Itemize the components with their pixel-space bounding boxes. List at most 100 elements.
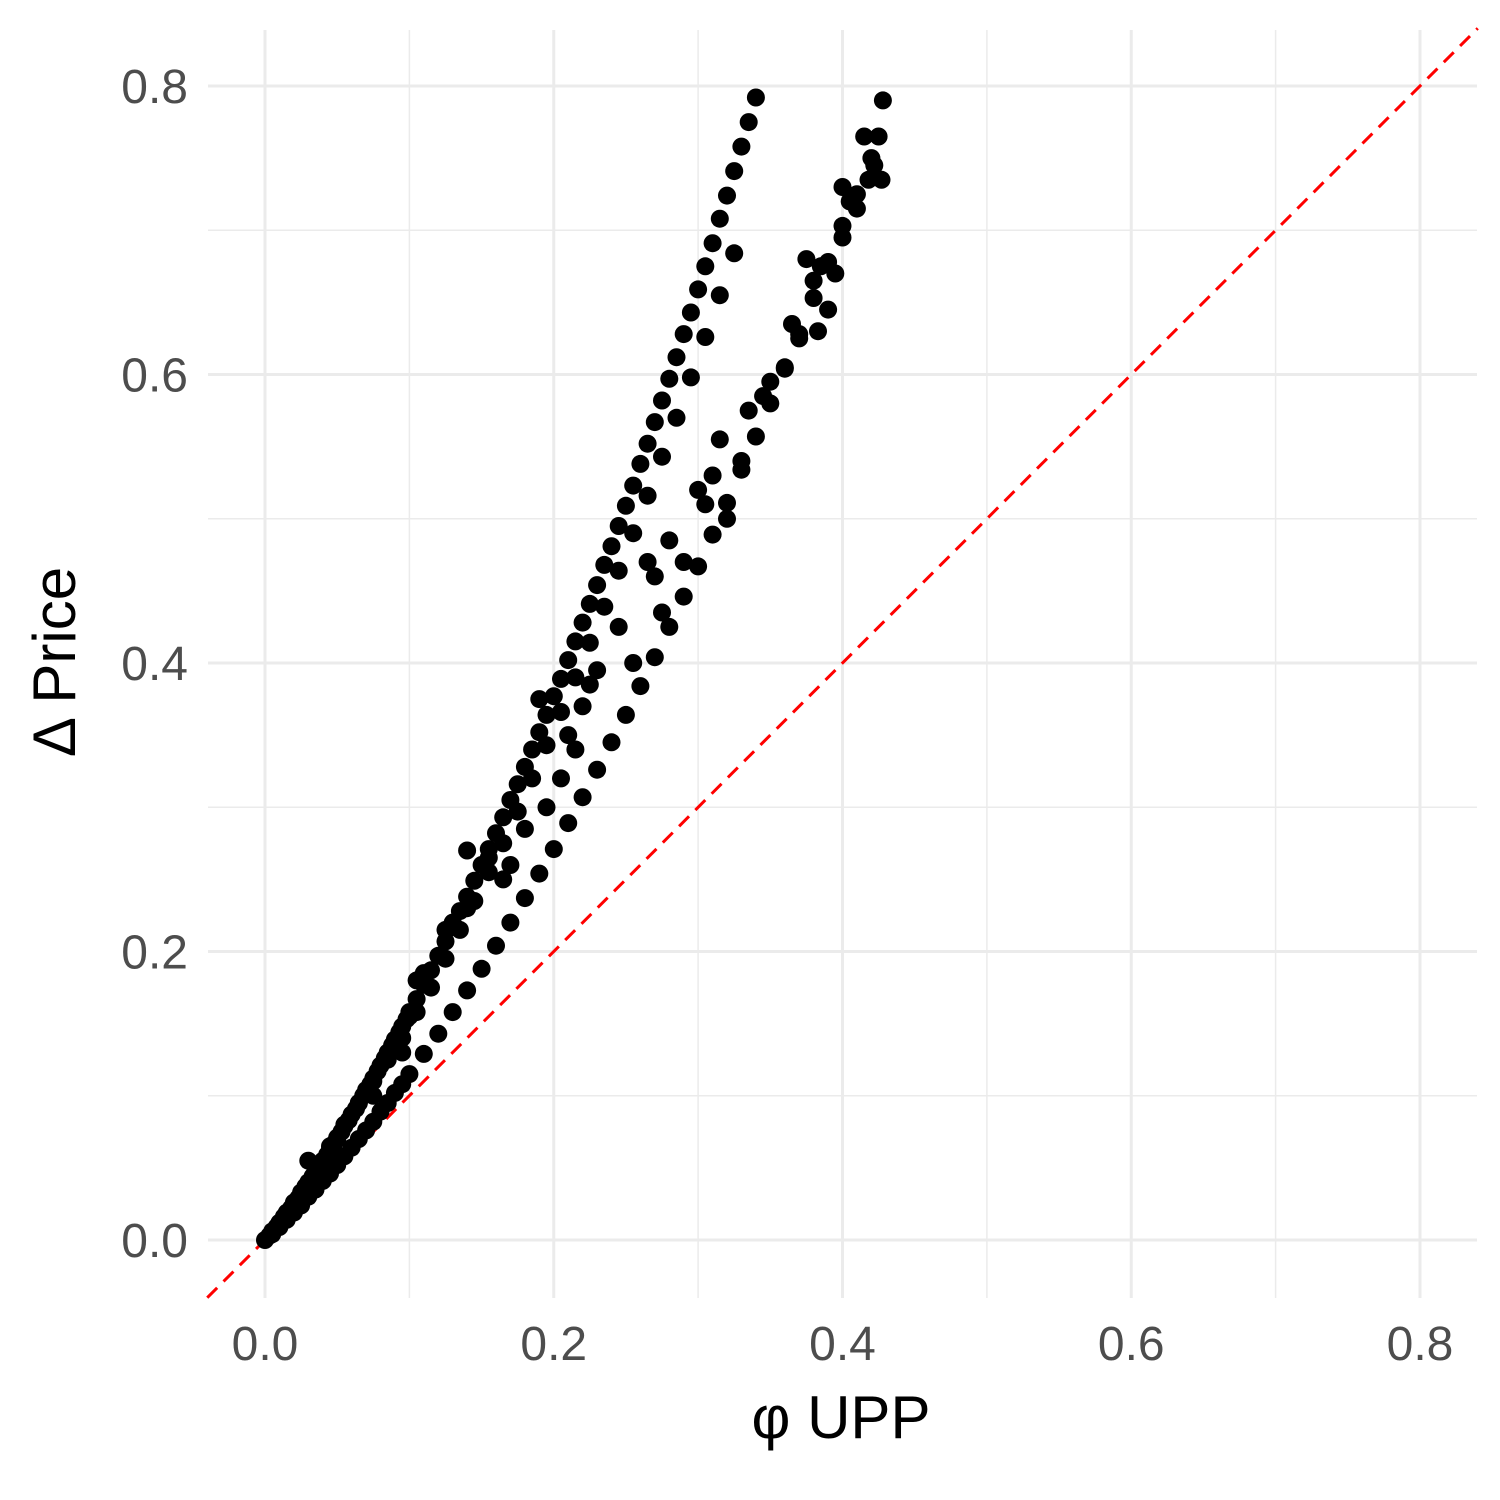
data-point <box>508 775 527 794</box>
data-point <box>667 408 686 427</box>
data-point <box>696 495 715 514</box>
y-tick-labels: 0.0 0.2 0.4 0.6 0.8 <box>121 61 188 1268</box>
data-point <box>407 990 426 1009</box>
data-point <box>544 687 563 706</box>
data-point <box>775 358 794 377</box>
data-point <box>494 808 513 827</box>
data-point <box>674 587 693 606</box>
data-point <box>631 454 650 473</box>
data-point <box>624 476 643 495</box>
data-point <box>689 280 708 299</box>
y-tick-label: 0.4 <box>121 638 188 691</box>
data-point <box>681 303 700 322</box>
data-point <box>443 913 462 932</box>
data-point <box>746 88 765 107</box>
data-point <box>638 434 657 453</box>
data-point <box>718 509 736 528</box>
data-point <box>696 328 715 346</box>
data-point <box>660 617 679 636</box>
data-point <box>349 1094 368 1112</box>
data-point <box>859 170 878 189</box>
data-point <box>537 736 556 755</box>
data-point <box>400 1065 419 1084</box>
data-point <box>515 819 534 838</box>
data-point <box>804 289 823 307</box>
data-point <box>573 788 592 807</box>
data-point <box>414 964 433 983</box>
data-point <box>566 632 585 651</box>
data-point <box>761 372 780 391</box>
data-point <box>725 162 744 181</box>
x-tick-label: 0.6 <box>1098 1318 1165 1371</box>
data-point <box>602 733 621 752</box>
y-tick-label: 0.0 <box>121 1215 188 1268</box>
data-point <box>624 524 643 543</box>
data-point <box>703 466 722 485</box>
data-point <box>609 561 628 580</box>
data-point <box>725 244 744 263</box>
data-point <box>472 959 491 978</box>
data-point <box>429 1024 448 1043</box>
data-point <box>609 617 628 636</box>
data-point <box>739 113 758 132</box>
data-point <box>746 427 765 446</box>
data-point <box>552 703 570 721</box>
data-point <box>833 178 852 196</box>
data-point <box>645 413 664 432</box>
data-point <box>624 654 643 672</box>
data-point <box>364 1086 383 1105</box>
data-point <box>494 870 513 889</box>
data-point <box>400 1007 419 1026</box>
data-point <box>501 856 520 874</box>
data-point <box>689 557 708 576</box>
data-point <box>638 553 657 571</box>
data-point <box>588 661 607 680</box>
y-tick-label: 0.8 <box>121 61 188 114</box>
data-point <box>872 170 891 189</box>
data-point <box>595 555 614 574</box>
data-point <box>710 430 729 449</box>
data-point <box>328 1130 347 1148</box>
data-point <box>674 325 693 344</box>
data-point <box>443 1003 462 1022</box>
data-point <box>479 848 498 867</box>
data-point <box>616 496 635 515</box>
x-axis-title: φ UPP <box>752 1384 931 1451</box>
data-point <box>552 669 570 688</box>
data-point <box>494 834 513 853</box>
data-point <box>631 677 650 696</box>
data-point <box>660 531 679 550</box>
data-point <box>465 871 484 890</box>
data-point <box>523 769 542 788</box>
data-point <box>544 840 563 859</box>
data-point <box>869 127 888 146</box>
x-tick-label: 0.2 <box>520 1318 587 1371</box>
data-point <box>660 369 679 388</box>
data-point <box>865 156 884 175</box>
data-point <box>580 675 599 694</box>
data-point <box>559 814 578 833</box>
data-point <box>479 863 498 882</box>
data-point <box>566 740 585 759</box>
data-point <box>393 1029 412 1047</box>
data-point <box>653 391 671 410</box>
data-point <box>811 257 830 276</box>
data-point <box>667 348 686 367</box>
data-point <box>696 257 715 276</box>
data-point <box>653 603 671 622</box>
data-point <box>530 690 549 709</box>
x-tick-label: 0.0 <box>232 1318 299 1371</box>
data-point <box>681 368 700 387</box>
data-point <box>378 1050 397 1069</box>
data-point <box>819 300 838 319</box>
data-point <box>638 486 657 505</box>
data-point <box>703 234 722 253</box>
data-point <box>689 480 708 499</box>
data-point <box>703 525 722 544</box>
data-point <box>710 209 729 228</box>
data-point <box>422 978 440 997</box>
data-point <box>588 576 607 595</box>
data-point <box>414 1044 433 1063</box>
data-point <box>855 127 874 146</box>
data-point <box>602 537 621 556</box>
